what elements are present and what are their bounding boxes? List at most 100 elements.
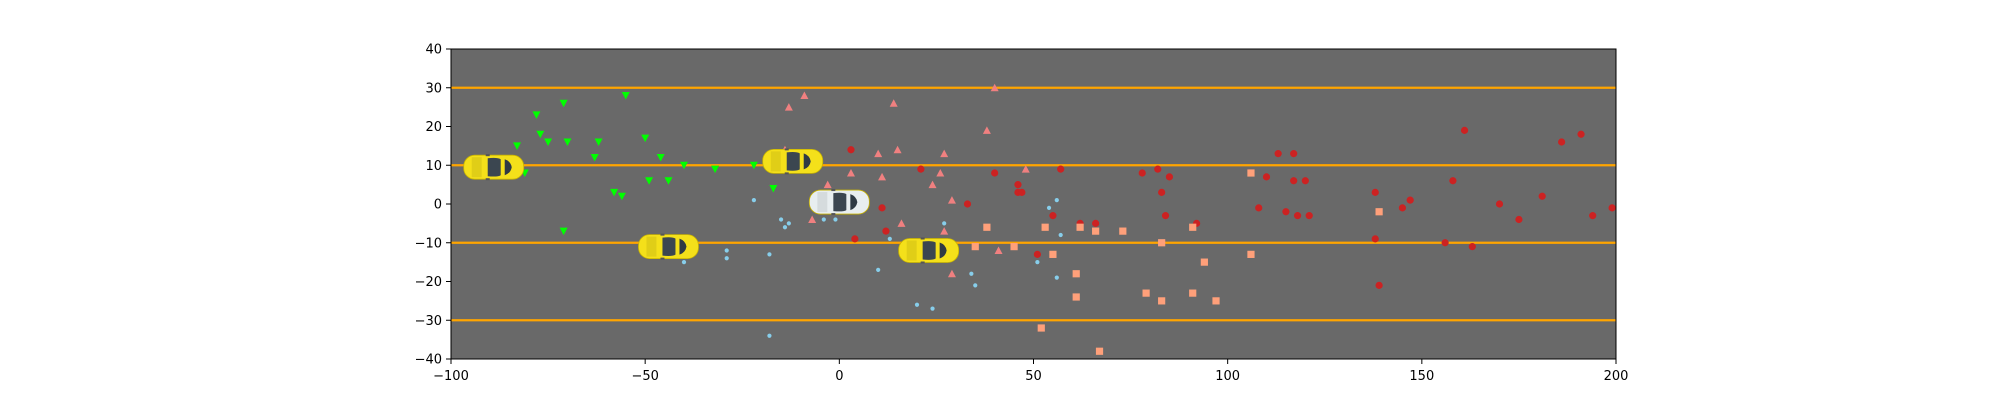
data-point <box>833 217 838 222</box>
data-point <box>767 333 772 338</box>
data-point <box>1305 212 1313 220</box>
data-point <box>1072 270 1080 278</box>
data-point <box>947 269 956 278</box>
data-point <box>1033 250 1041 258</box>
data-point <box>1154 165 1162 173</box>
data-point <box>1035 260 1040 265</box>
data-point <box>1290 177 1298 185</box>
x-tick-label: −50 <box>631 369 658 384</box>
data-point <box>641 134 650 143</box>
vehicle-yellow-car <box>898 237 960 264</box>
car-rear-window <box>504 159 512 176</box>
data-point <box>1398 204 1407 212</box>
x-tick-label: 200 <box>1604 369 1629 384</box>
data-point <box>983 223 991 231</box>
vehicle-white-car <box>808 189 870 216</box>
car-mirror <box>920 237 925 240</box>
data-point <box>559 99 568 108</box>
x-tick-label: −100 <box>433 369 469 384</box>
data-point <box>1293 212 1302 220</box>
car-mirror <box>660 233 665 236</box>
vehicle-yellow-car <box>762 148 824 175</box>
data-point <box>1158 188 1166 196</box>
car-mirror <box>831 213 836 216</box>
data-point <box>1037 324 1045 332</box>
data-point <box>536 130 545 139</box>
data-point <box>680 161 688 170</box>
y-tick-label: −10 <box>415 236 442 251</box>
data-point <box>1274 150 1282 158</box>
y-tick-label: 10 <box>425 159 442 174</box>
car-mirror <box>920 261 925 264</box>
data-point <box>711 165 720 174</box>
data-point <box>973 283 978 288</box>
data-point <box>1262 173 1271 181</box>
car-rear-window <box>850 194 858 211</box>
data-point <box>1158 239 1166 247</box>
x-tick-label: 100 <box>1215 369 1240 384</box>
car-mirror <box>784 148 789 151</box>
data-point <box>1072 293 1080 301</box>
y-tick-label: 20 <box>425 120 442 135</box>
y-tick-label: 40 <box>425 43 442 58</box>
data-point <box>1282 208 1290 216</box>
data-point <box>889 99 898 107</box>
data-point <box>544 138 553 146</box>
data-point <box>917 165 925 173</box>
car-hood <box>646 236 657 257</box>
data-point <box>947 196 956 204</box>
y-tick-label: −40 <box>415 353 442 368</box>
data-point <box>823 180 832 189</box>
data-point <box>1212 297 1220 305</box>
x-tick-label: 0 <box>835 369 843 384</box>
data-point <box>617 192 626 201</box>
data-point <box>914 302 920 307</box>
data-point <box>782 225 788 230</box>
data-point <box>1301 177 1309 185</box>
data-point <box>1441 239 1449 247</box>
data-point <box>940 149 949 158</box>
data-point <box>1119 227 1127 235</box>
data-point <box>1138 169 1146 177</box>
y-tick-label: −30 <box>415 314 442 329</box>
data-point <box>940 227 949 235</box>
data-point <box>878 172 887 181</box>
data-point <box>942 221 947 226</box>
x-tick-label: 50 <box>1025 369 1042 384</box>
y-axis: −40 −30 −20 −10 0 10 20 30 40 <box>415 43 451 368</box>
data-point <box>1375 208 1383 216</box>
data-point <box>930 306 935 311</box>
data-point <box>664 177 673 185</box>
data-point <box>1468 243 1476 251</box>
data-point <box>769 185 778 193</box>
data-point <box>1538 192 1546 200</box>
car-rear-window <box>803 153 811 170</box>
data-point <box>1161 212 1170 220</box>
data-point <box>821 217 826 222</box>
data-point <box>878 204 886 212</box>
data-point <box>610 188 619 197</box>
car-mirror <box>831 189 836 192</box>
data-point <box>1092 219 1100 227</box>
data-point <box>1014 181 1022 189</box>
x-axis: −100 −50 0 50 100 150 200 <box>433 359 1628 384</box>
car-hood <box>770 151 781 172</box>
data-point <box>1021 165 1030 173</box>
data-point <box>1092 227 1100 235</box>
data-point <box>1057 165 1065 173</box>
data-point <box>963 200 972 208</box>
data-point <box>1495 200 1504 208</box>
data-point <box>724 248 729 253</box>
vehicle-yellow-car <box>463 154 525 181</box>
data-point <box>559 227 568 236</box>
data-point <box>800 91 809 99</box>
data-point <box>1018 188 1026 196</box>
data-point <box>1010 243 1018 251</box>
data-point <box>969 271 974 276</box>
data-point <box>1054 275 1059 280</box>
data-point <box>1076 223 1084 231</box>
data-point <box>1515 215 1523 224</box>
data-point <box>1041 223 1049 231</box>
data-point <box>751 198 757 203</box>
